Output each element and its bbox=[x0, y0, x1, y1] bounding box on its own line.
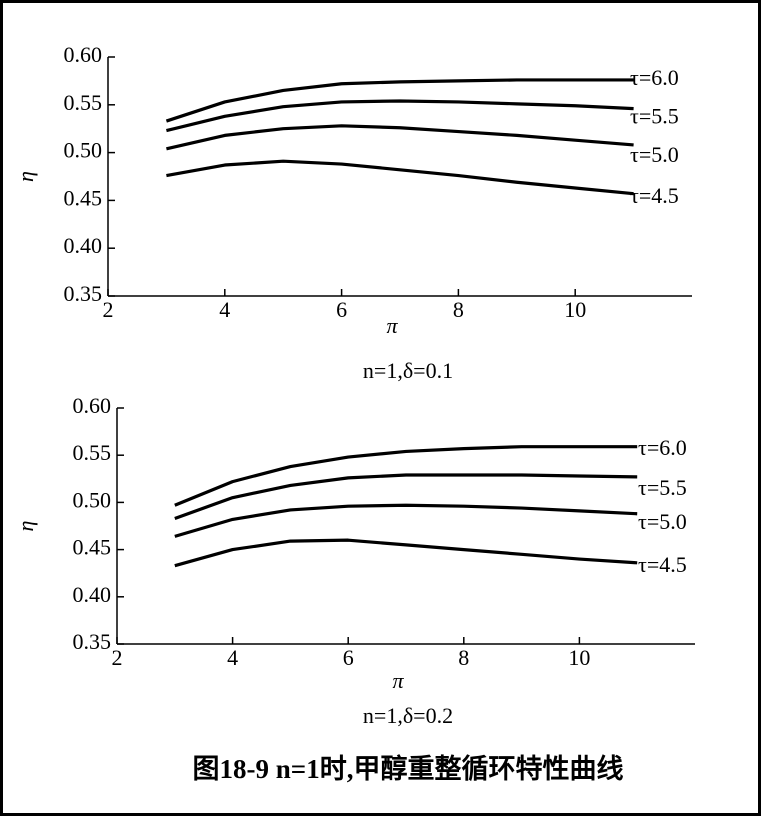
x-tick-label: 10 bbox=[568, 645, 590, 670]
series-label: τ=6.0 bbox=[630, 65, 679, 90]
series-label: τ=4.5 bbox=[630, 183, 679, 208]
series-label: τ=6.0 bbox=[638, 435, 687, 460]
subtitle: n=1,δ=0.2 bbox=[363, 703, 453, 728]
subtitle: n=1,δ=0.1 bbox=[363, 358, 453, 383]
x-tick-label: 6 bbox=[343, 645, 354, 670]
x-tick-label: 4 bbox=[227, 645, 238, 670]
series-line bbox=[165, 78, 634, 123]
series-label: τ=5.5 bbox=[638, 475, 687, 500]
x-axis-label: π bbox=[392, 668, 404, 693]
y-tick-label: 0.40 bbox=[64, 233, 103, 258]
y-tick-label: 0.35 bbox=[64, 281, 103, 306]
series-label: τ=5.5 bbox=[630, 104, 679, 129]
y-axis-label: η bbox=[13, 521, 38, 532]
x-axis-label: π bbox=[386, 313, 398, 338]
series-label: τ=4.5 bbox=[638, 552, 687, 577]
series-line bbox=[174, 538, 638, 568]
y-tick-label: 0.50 bbox=[73, 487, 112, 512]
series-line bbox=[166, 124, 634, 151]
y-tick-label: 0.60 bbox=[64, 42, 103, 67]
x-tick-label: 6 bbox=[336, 297, 347, 322]
y-tick-label: 0.45 bbox=[64, 185, 103, 210]
x-tick-label: 4 bbox=[219, 297, 230, 322]
x-tick-label: 2 bbox=[112, 645, 123, 670]
series-label: τ=5.0 bbox=[638, 509, 687, 534]
x-tick-label: 2 bbox=[103, 297, 114, 322]
series-line bbox=[174, 473, 638, 520]
y-tick-label: 0.40 bbox=[73, 582, 112, 607]
y-tick-label: 0.45 bbox=[73, 535, 112, 560]
figure-caption: 图18-9 n=1时,甲醇重整循环特性曲线 bbox=[193, 753, 624, 784]
series-line bbox=[174, 503, 638, 538]
y-tick-label: 0.55 bbox=[64, 90, 103, 115]
y-tick-label: 0.55 bbox=[73, 440, 112, 465]
series-label: τ=5.0 bbox=[630, 142, 679, 167]
y-tick-label: 0.60 bbox=[73, 393, 112, 418]
y-tick-label: 0.50 bbox=[64, 138, 103, 163]
series-line bbox=[166, 99, 634, 133]
series-line bbox=[174, 445, 638, 507]
x-tick-label: 8 bbox=[458, 645, 469, 670]
y-axis-label: η bbox=[13, 171, 38, 182]
x-tick-label: 8 bbox=[453, 297, 464, 322]
series-line bbox=[166, 159, 634, 196]
y-tick-label: 0.35 bbox=[73, 629, 112, 654]
x-tick-label: 10 bbox=[564, 297, 586, 322]
